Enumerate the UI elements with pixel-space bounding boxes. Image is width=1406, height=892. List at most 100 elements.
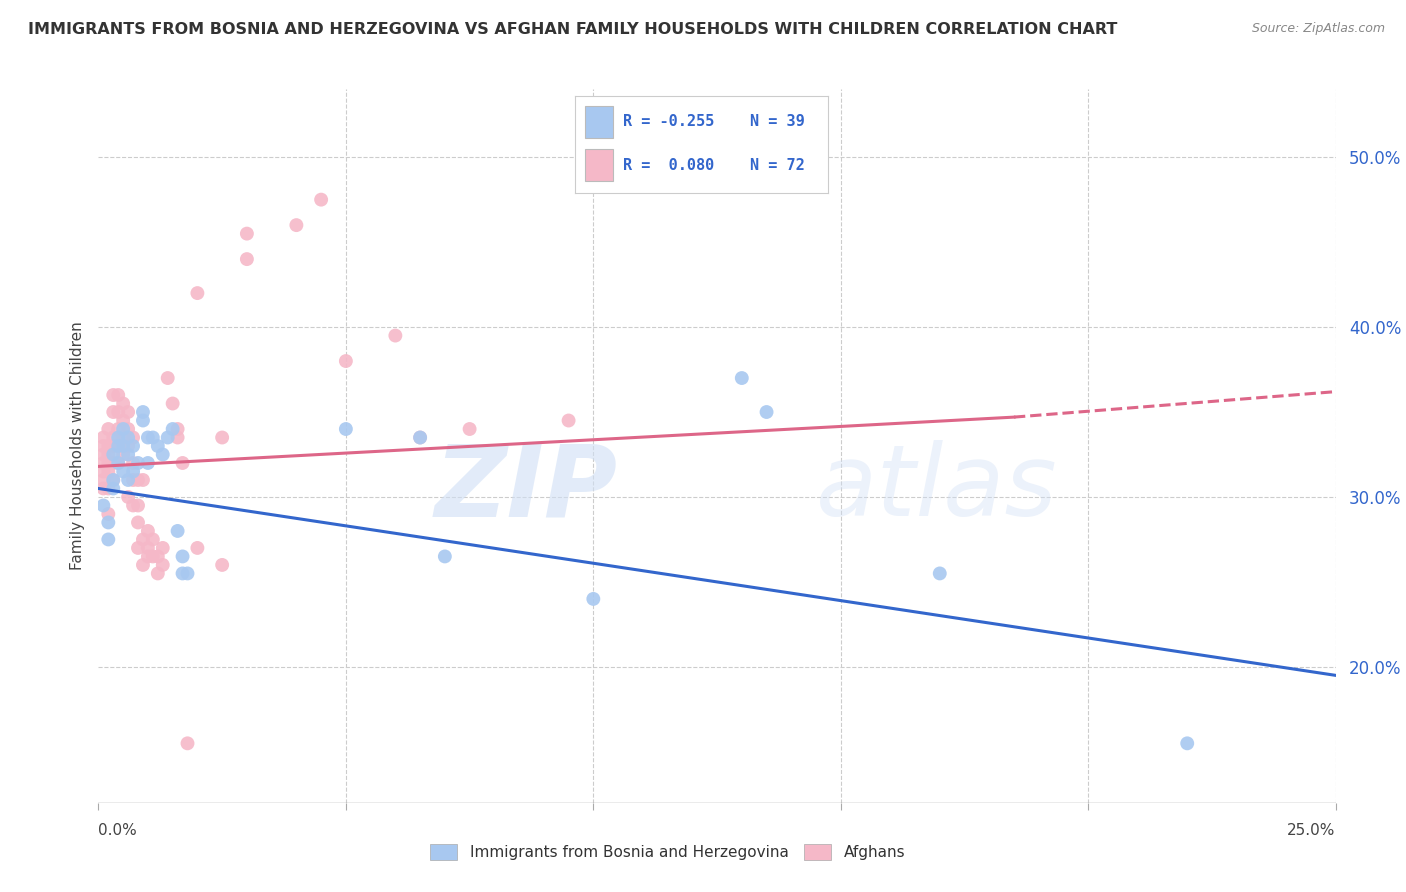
Point (186, 541, 208, 555)
Point (107, 430, 129, 444)
Point (166, 524, 188, 538)
Point (112, 413, 135, 427)
Point (136, 456, 159, 470)
Point (107, 439, 129, 453)
Point (117, 405, 139, 419)
Point (97, 516, 120, 530)
Text: atlas: atlas (815, 441, 1057, 537)
Point (93, 456, 115, 470)
Point (127, 516, 149, 530)
Point (122, 456, 145, 470)
Point (97, 465, 120, 479)
Point (103, 388, 125, 402)
Point (117, 473, 139, 487)
Point (132, 533, 155, 547)
Point (582, 591, 605, 606)
Point (103, 405, 125, 419)
Point (146, 549, 169, 564)
Point (107, 456, 129, 470)
Point (107, 439, 129, 453)
Point (107, 456, 129, 470)
Point (236, 252, 259, 266)
Point (117, 422, 139, 436)
Point (97, 448, 120, 462)
Point (146, 439, 169, 453)
Point (156, 371, 179, 385)
Point (107, 405, 129, 419)
Point (176, 566, 198, 581)
Point (127, 541, 149, 555)
Point (557, 413, 579, 427)
Point (152, 541, 174, 555)
Point (142, 549, 165, 564)
Point (132, 405, 155, 419)
Point (236, 227, 259, 241)
Point (112, 396, 135, 410)
Point (117, 430, 139, 444)
Point (97, 456, 120, 470)
Point (176, 736, 198, 750)
Point (166, 422, 188, 436)
Point (93, 448, 115, 462)
Point (117, 439, 139, 453)
Point (112, 465, 135, 479)
Point (103, 473, 125, 487)
Point (409, 430, 432, 444)
Point (186, 286, 208, 301)
Point (122, 430, 145, 444)
Point (132, 473, 155, 487)
Point (309, 193, 332, 207)
Text: ZIP: ZIP (434, 441, 619, 537)
Point (731, 371, 754, 385)
Point (409, 430, 432, 444)
Legend: Immigrants from Bosnia and Herzegovina, Afghans: Immigrants from Bosnia and Herzegovina, … (423, 838, 911, 866)
Point (152, 448, 174, 462)
Point (122, 439, 145, 453)
Point (107, 388, 129, 402)
Point (127, 473, 149, 487)
Point (162, 396, 184, 410)
Point (156, 430, 179, 444)
Point (384, 328, 406, 343)
Point (132, 558, 155, 572)
Point (93, 482, 115, 496)
Point (122, 473, 145, 487)
Point (107, 422, 129, 436)
Point (285, 218, 308, 232)
Point (142, 430, 165, 444)
Point (928, 566, 950, 581)
Point (93, 473, 115, 487)
Point (103, 439, 125, 453)
Text: IMMIGRANTS FROM BOSNIA AND HERZEGOVINA VS AFGHAN FAMILY HOUSEHOLDS WITH CHILDREN: IMMIGRANTS FROM BOSNIA AND HERZEGOVINA V… (28, 22, 1118, 37)
Point (127, 456, 149, 470)
Point (211, 430, 233, 444)
Point (112, 439, 135, 453)
Point (172, 566, 194, 581)
Point (172, 549, 194, 564)
Point (146, 566, 169, 581)
Point (458, 422, 481, 436)
Point (97, 439, 120, 453)
Point (136, 549, 159, 564)
Point (103, 430, 125, 444)
Text: Source: ZipAtlas.com: Source: ZipAtlas.com (1251, 22, 1385, 36)
Point (93, 439, 115, 453)
Point (122, 499, 145, 513)
Point (97, 533, 120, 547)
Point (142, 533, 165, 547)
Point (335, 354, 357, 368)
Y-axis label: Family Households with Children: Family Households with Children (69, 322, 84, 570)
Point (136, 541, 159, 555)
Point (103, 482, 125, 496)
Point (211, 558, 233, 572)
Point (136, 430, 159, 444)
Point (112, 430, 135, 444)
Point (132, 413, 155, 427)
Point (93, 465, 115, 479)
Text: 0.0%: 0.0% (98, 823, 138, 838)
Point (117, 490, 139, 504)
Point (103, 473, 125, 487)
Point (335, 422, 357, 436)
Point (103, 456, 125, 470)
Point (1175, 736, 1198, 750)
